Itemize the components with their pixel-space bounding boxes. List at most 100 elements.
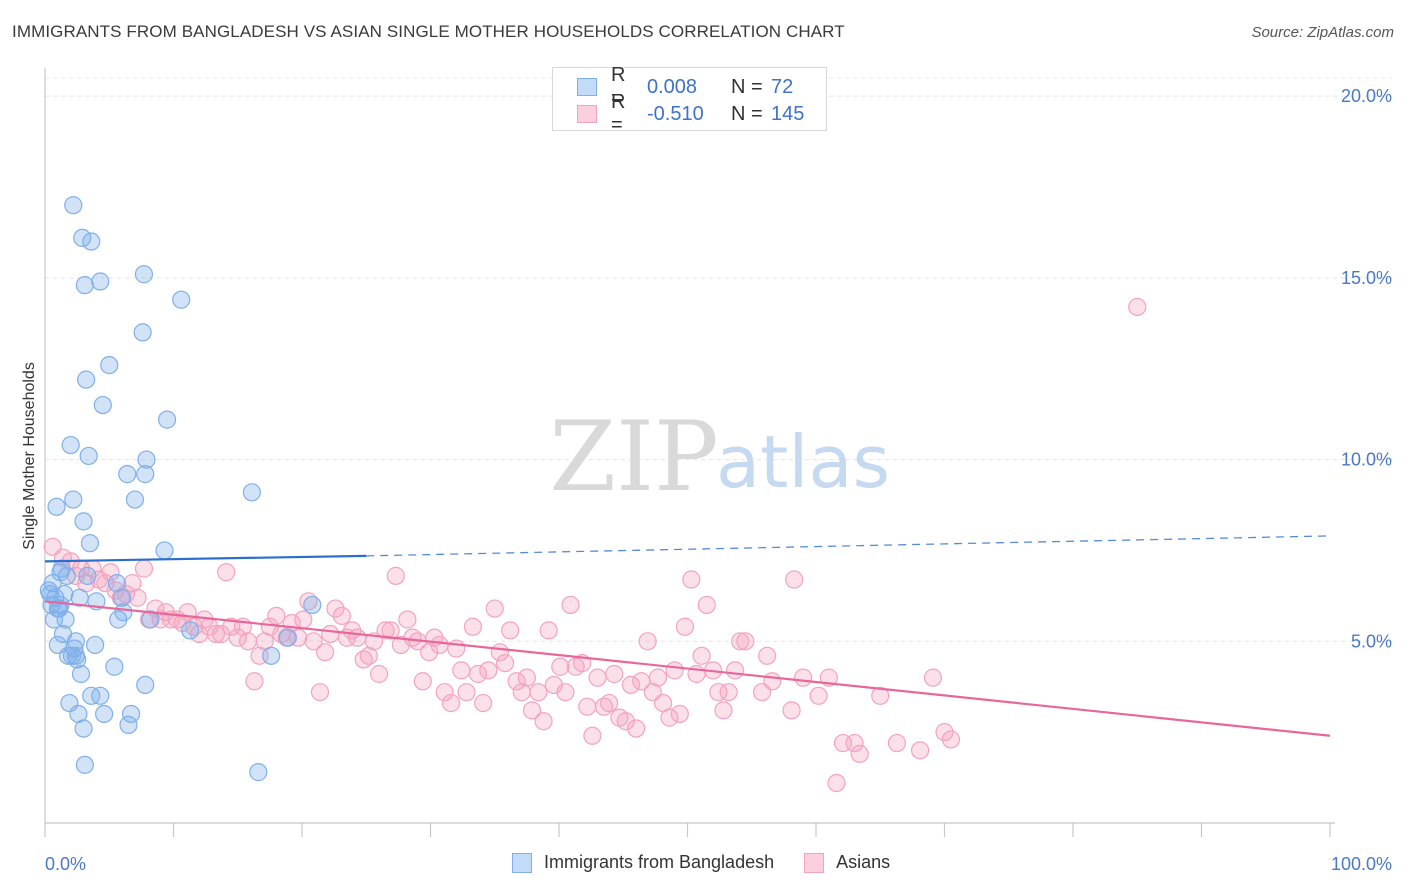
correlation-legend: R = 0.008 N = 72 R = -0.510 N = 145 — [552, 64, 827, 136]
data-point-bangladesh — [141, 610, 160, 629]
data-point-bangladesh — [157, 410, 177, 429]
data-point-bangladesh — [66, 646, 85, 665]
trend-line-bangladesh — [44, 554, 367, 563]
data-point-bangladesh — [249, 763, 268, 782]
y-tick-label: 10.0% — [1341, 450, 1392, 470]
watermark-zip: ZIP — [549, 401, 718, 513]
data-point-asians — [809, 686, 828, 705]
data-point-asians — [675, 617, 695, 636]
data-point-bangladesh — [105, 657, 124, 676]
data-point-bangladesh — [79, 446, 98, 466]
data-point-bangladesh — [121, 704, 141, 724]
data-point-asians — [731, 632, 750, 651]
data-point-asians — [923, 668, 943, 687]
data-point-bangladesh — [155, 541, 174, 560]
watermark-atlas: atlas — [716, 420, 890, 504]
data-point-bangladesh — [71, 664, 91, 684]
data-point-bangladesh — [66, 632, 85, 651]
y-axis-label: Single Mother Households — [21, 362, 38, 550]
data-point-asians — [605, 664, 624, 684]
data-point-bangladesh — [57, 566, 76, 585]
data-point-asians — [128, 588, 147, 607]
data-point-bangladesh — [59, 646, 78, 665]
data-point-bangladesh — [74, 719, 93, 738]
data-point-bangladesh — [112, 588, 132, 607]
data-point-asians — [736, 632, 755, 651]
source-credit: Source: ZipAtlas.com — [1251, 24, 1394, 41]
data-point-bangladesh — [74, 512, 93, 531]
data-point-asians — [501, 621, 520, 640]
data-point-asians — [386, 566, 405, 585]
data-point-asians — [507, 672, 526, 691]
data-point-asians — [935, 723, 954, 742]
legend-r-value: -0.510 — [647, 102, 704, 125]
data-point-asians — [522, 701, 542, 720]
data-point-asians — [827, 773, 846, 793]
data-point-bangladesh — [172, 290, 191, 309]
data-point-asians — [217, 563, 236, 582]
data-point-asians — [588, 668, 607, 687]
data-point-asians — [245, 672, 264, 691]
legend-label-asians: Asians — [836, 852, 891, 872]
data-point-asians — [850, 744, 869, 764]
data-point-bangladesh — [136, 675, 155, 695]
data-point-asians — [845, 733, 864, 753]
series-bangladesh-points — [39, 196, 322, 782]
data-point-asians — [887, 733, 907, 753]
y-tick-label: 5.0% — [1351, 631, 1392, 651]
data-point-bangladesh — [136, 465, 155, 484]
tick-labels: 5.0% 10.0% 15.0% 20.0% 0.0% 100.0% — [45, 86, 1392, 874]
x-tick-label: 0.0% — [45, 854, 86, 874]
series-asians-points — [43, 297, 1147, 793]
data-point-bangladesh — [78, 566, 97, 585]
trend-line-asians — [44, 600, 1331, 737]
data-point-asians — [758, 646, 777, 665]
y-tick-label: 15.0% — [1341, 268, 1392, 288]
data-point-asians — [485, 599, 504, 618]
data-point-bangladesh — [278, 628, 297, 647]
data-point-asians — [413, 672, 432, 691]
legend-swatch-asians — [804, 852, 825, 873]
data-point-bangladesh — [51, 595, 70, 615]
data-point-asians — [600, 693, 619, 713]
legend-n-value: 72 — [771, 75, 794, 98]
data-point-bangladesh — [303, 595, 322, 615]
legend-swatch-asians — [577, 105, 597, 123]
data-point-asians — [452, 661, 471, 680]
data-point-asians — [785, 570, 804, 589]
data-point-asians — [463, 617, 483, 636]
data-point-asians — [583, 726, 602, 745]
legend-swatch-bangladesh — [512, 852, 532, 873]
x-tick-label: 100.0% — [1331, 854, 1392, 874]
data-point-asians — [267, 606, 286, 625]
data-point-asians — [294, 610, 313, 629]
data-point-asians — [719, 683, 738, 702]
data-point-asians — [578, 697, 597, 716]
legend-r-label: R = — [611, 64, 626, 109]
data-point-asians — [435, 683, 454, 702]
data-point-asians — [101, 563, 120, 582]
data-point-asians — [782, 701, 801, 720]
legend-row-asians: R = -0.510 N = 145 — [577, 91, 804, 136]
data-point-asians — [316, 643, 335, 662]
data-point-asians — [474, 693, 493, 713]
data-point-bangladesh — [82, 232, 101, 251]
series-legend: Immigrants from Bangladesh Asians — [512, 852, 920, 873]
data-point-bangladesh — [47, 497, 66, 516]
data-point-bangladesh — [73, 228, 92, 248]
data-point-bangladesh — [114, 603, 133, 622]
data-point-asians — [626, 719, 646, 738]
data-point-bangladesh — [100, 355, 119, 375]
data-point-asians — [621, 675, 641, 695]
data-point-asians — [670, 704, 689, 724]
data-point-asians — [479, 661, 498, 680]
data-point-asians — [134, 559, 154, 578]
data-point-bangladesh — [91, 272, 110, 291]
data-point-asians — [495, 653, 515, 673]
data-point-asians — [332, 606, 351, 625]
data-point-asians — [648, 668, 668, 687]
data-point-asians — [326, 599, 345, 618]
data-point-asians — [665, 661, 684, 680]
data-point-asians — [534, 712, 553, 731]
data-point-asians — [304, 632, 323, 651]
